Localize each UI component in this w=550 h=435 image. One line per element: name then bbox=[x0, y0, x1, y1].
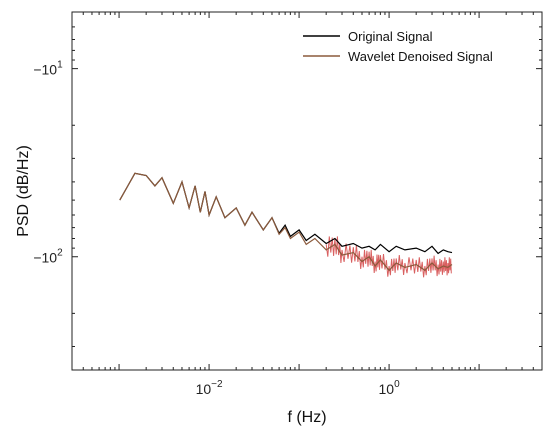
legend-label-original: Original Signal bbox=[348, 29, 433, 44]
y-axis-label: PSD (dB/Hz) bbox=[15, 145, 32, 237]
x-tick-label: 100 bbox=[379, 379, 401, 397]
denoised-noise-texture bbox=[325, 236, 452, 278]
series-denoised-line bbox=[119, 172, 453, 272]
plot-frame bbox=[71, 11, 543, 371]
legend-label-denoised: Wavelet Denoised Signal bbox=[348, 49, 493, 64]
y-tick-label: −101 bbox=[33, 60, 63, 78]
y-tick-label: −102 bbox=[33, 248, 63, 266]
legend: Original Signal Wavelet Denoised Signal bbox=[303, 29, 493, 64]
x-tick-label: 10−2 bbox=[196, 379, 223, 397]
series-original-line bbox=[119, 172, 453, 255]
ticks-layer: 10−2 100 −101 −102 bbox=[33, 11, 543, 397]
x-axis-label: f (Hz) bbox=[287, 409, 326, 426]
series-layer bbox=[119, 172, 453, 278]
